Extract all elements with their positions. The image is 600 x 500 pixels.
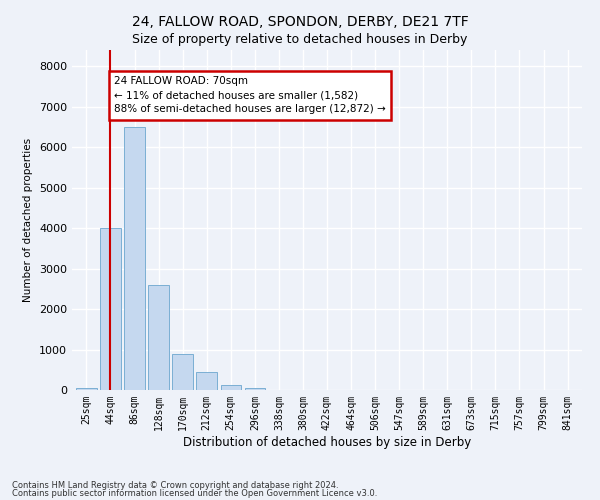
Y-axis label: Number of detached properties: Number of detached properties [23, 138, 34, 302]
Bar [124, 127, 145, 390]
Bar [148, 285, 169, 390]
Text: Contains HM Land Registry data © Crown copyright and database right 2024.: Contains HM Land Registry data © Crown c… [12, 480, 338, 490]
Text: 24, FALLOW ROAD, SPONDON, DERBY, DE21 7TF: 24, FALLOW ROAD, SPONDON, DERBY, DE21 7T… [131, 15, 469, 29]
Bar [172, 354, 193, 390]
Text: Size of property relative to detached houses in Derby: Size of property relative to detached ho… [133, 32, 467, 46]
Bar [76, 388, 97, 390]
Text: Contains public sector information licensed under the Open Government Licence v3: Contains public sector information licen… [12, 489, 377, 498]
X-axis label: Distribution of detached houses by size in Derby: Distribution of detached houses by size … [183, 436, 471, 448]
Bar [100, 228, 121, 390]
Bar [221, 385, 241, 390]
Bar [196, 372, 217, 390]
Bar [245, 388, 265, 390]
Text: 24 FALLOW ROAD: 70sqm
← 11% of detached houses are smaller (1,582)
88% of semi-d: 24 FALLOW ROAD: 70sqm ← 11% of detached … [114, 76, 386, 114]
